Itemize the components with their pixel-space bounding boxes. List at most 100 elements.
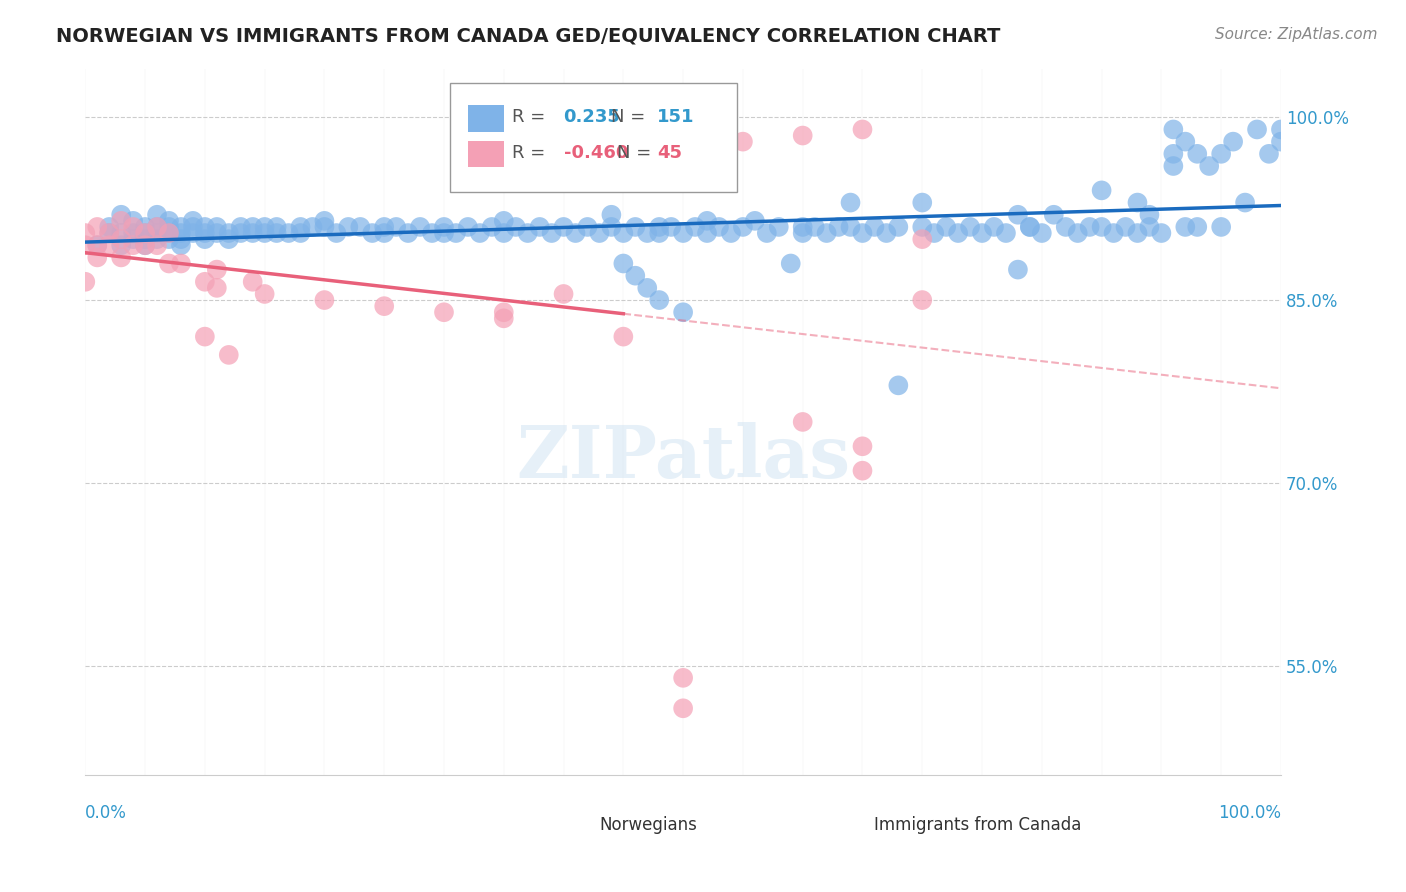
Point	[1115, 219, 1137, 234]
Point	[110, 251, 132, 265]
Point	[1187, 146, 1209, 161]
Point	[792, 219, 814, 234]
Point	[385, 219, 408, 234]
Point	[492, 311, 515, 326]
Point	[911, 219, 934, 234]
Point	[98, 226, 121, 240]
Point	[600, 219, 623, 234]
Point	[157, 256, 180, 270]
Point	[75, 226, 97, 240]
Point	[540, 226, 562, 240]
Point	[86, 238, 108, 252]
Point	[1246, 122, 1268, 136]
Point	[1174, 219, 1197, 234]
Point	[707, 219, 730, 234]
Point	[1150, 226, 1173, 240]
Point	[803, 219, 825, 234]
Point	[253, 226, 276, 240]
Point	[1139, 219, 1161, 234]
Point	[134, 226, 156, 240]
Point	[851, 122, 873, 136]
Point	[922, 226, 945, 240]
Point	[110, 238, 132, 252]
Point	[146, 219, 169, 234]
Point	[600, 208, 623, 222]
Point	[253, 219, 276, 234]
Point	[935, 219, 957, 234]
Point	[170, 232, 193, 246]
Point	[325, 226, 347, 240]
Point	[314, 214, 336, 228]
Point	[134, 232, 156, 246]
Point	[301, 219, 323, 234]
Point	[277, 226, 299, 240]
Point	[146, 238, 169, 252]
Point	[648, 219, 671, 234]
Text: 100.0%: 100.0%	[1218, 804, 1281, 822]
Point	[1163, 122, 1185, 136]
Point	[134, 238, 156, 252]
Point	[229, 226, 252, 240]
Point	[242, 275, 264, 289]
Text: 0.235: 0.235	[564, 108, 620, 127]
Point	[1174, 135, 1197, 149]
Point	[86, 251, 108, 265]
Text: 45: 45	[657, 144, 682, 161]
Point	[744, 214, 766, 228]
Point	[420, 226, 443, 240]
Point	[349, 219, 371, 234]
Point	[492, 122, 515, 136]
Point	[970, 226, 993, 240]
Text: NORWEGIAN VS IMMIGRANTS FROM CANADA GED/EQUIVALENCY CORRELATION CHART: NORWEGIAN VS IMMIGRANTS FROM CANADA GED/…	[56, 27, 1001, 45]
Point	[1018, 219, 1040, 234]
Point	[218, 226, 240, 240]
Point	[242, 219, 264, 234]
Point	[1270, 122, 1292, 136]
Point	[205, 281, 228, 295]
Point	[181, 226, 204, 240]
Point	[157, 232, 180, 246]
FancyBboxPatch shape	[450, 83, 737, 192]
Point	[373, 219, 395, 234]
Text: Immigrants from Canada: Immigrants from Canada	[875, 816, 1081, 834]
Point	[373, 299, 395, 313]
Point	[110, 208, 132, 222]
Point	[492, 226, 515, 240]
Point	[110, 226, 132, 240]
Point	[1187, 219, 1209, 234]
Point	[134, 238, 156, 252]
Point	[492, 305, 515, 319]
Point	[792, 226, 814, 240]
Point	[433, 219, 456, 234]
Point	[612, 226, 634, 240]
Point	[181, 214, 204, 228]
FancyBboxPatch shape	[468, 105, 503, 132]
Point	[86, 238, 108, 252]
Point	[911, 195, 934, 210]
Point	[253, 287, 276, 301]
Point	[110, 214, 132, 228]
Point	[314, 293, 336, 307]
Point	[1078, 219, 1101, 234]
Point	[755, 226, 778, 240]
Point	[1007, 208, 1029, 222]
Point	[959, 219, 981, 234]
Point	[1258, 146, 1281, 161]
Point	[122, 226, 145, 240]
Point	[683, 219, 706, 234]
Point	[146, 208, 169, 222]
Point	[229, 219, 252, 234]
Point	[1222, 135, 1244, 149]
Point	[205, 262, 228, 277]
Point	[815, 226, 838, 240]
Point	[672, 671, 695, 685]
Point	[696, 226, 718, 240]
Point	[1234, 195, 1257, 210]
Point	[553, 219, 575, 234]
Point	[122, 214, 145, 228]
Point	[157, 226, 180, 240]
Point	[624, 219, 647, 234]
Point	[218, 348, 240, 362]
Point	[170, 256, 193, 270]
Point	[1126, 195, 1149, 210]
